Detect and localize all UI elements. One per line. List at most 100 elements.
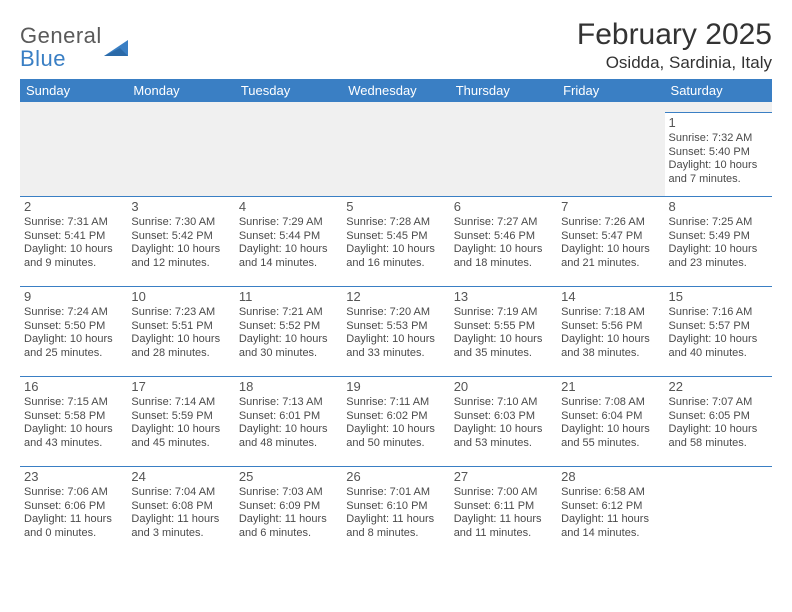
daylight-line: and 28 minutes.: [131, 347, 230, 361]
day-number: 1: [669, 115, 768, 131]
col-sat: Saturday: [665, 79, 772, 102]
sunrise-line: Sunrise: 7:23 AM: [131, 306, 230, 320]
day-number: 10: [131, 289, 230, 305]
day-cell: 1Sunrise: 7:32 AMSunset: 5:40 PMDaylight…: [665, 112, 772, 196]
sunrise-line: Sunrise: 7:06 AM: [24, 486, 123, 500]
day-cell: [235, 112, 342, 196]
sunrise-line: Sunrise: 7:10 AM: [454, 396, 553, 410]
sunrise-line: Sunrise: 7:31 AM: [24, 216, 123, 230]
daylight-line: Daylight: 10 hours: [669, 423, 768, 437]
sunset-line: Sunset: 5:47 PM: [561, 230, 660, 244]
col-fri: Friday: [557, 79, 664, 102]
day-cell: [665, 466, 772, 556]
daylight-line: Daylight: 10 hours: [131, 423, 230, 437]
day-number: 28: [561, 469, 660, 485]
daylight-line: Daylight: 11 hours: [561, 513, 660, 527]
sunset-line: Sunset: 5:46 PM: [454, 230, 553, 244]
sunrise-line: Sunrise: 7:13 AM: [239, 396, 338, 410]
col-tue: Tuesday: [235, 79, 342, 102]
day-cell: 9Sunrise: 7:24 AMSunset: 5:50 PMDaylight…: [20, 286, 127, 376]
daylight-line: Daylight: 10 hours: [454, 333, 553, 347]
day-number: 27: [454, 469, 553, 485]
day-number: 23: [24, 469, 123, 485]
month-title: February 2025: [577, 18, 772, 52]
sunrise-line: Sunrise: 7:19 AM: [454, 306, 553, 320]
sunrise-line: Sunrise: 7:25 AM: [669, 216, 768, 230]
day-cell: 28Sunrise: 6:58 AMSunset: 6:12 PMDayligh…: [557, 466, 664, 556]
sunrise-line: Sunrise: 7:00 AM: [454, 486, 553, 500]
day-cell: 21Sunrise: 7:08 AMSunset: 6:04 PMDayligh…: [557, 376, 664, 466]
header: General Blue February 2025 Osidda, Sardi…: [20, 18, 772, 73]
location: Osidda, Sardinia, Italy: [577, 53, 772, 73]
daylight-line: Daylight: 10 hours: [346, 333, 445, 347]
day-number: 5: [346, 199, 445, 215]
daylight-line: Daylight: 10 hours: [561, 423, 660, 437]
day-cell: 7Sunrise: 7:26 AMSunset: 5:47 PMDaylight…: [557, 196, 664, 286]
day-cell: 16Sunrise: 7:15 AMSunset: 5:58 PMDayligh…: [20, 376, 127, 466]
day-number: 9: [24, 289, 123, 305]
day-cell: [557, 112, 664, 196]
day-number: 16: [24, 379, 123, 395]
daylight-line: and 35 minutes.: [454, 347, 553, 361]
logo-text: General Blue: [20, 24, 102, 70]
daylight-line: Daylight: 11 hours: [24, 513, 123, 527]
sunset-line: Sunset: 5:45 PM: [346, 230, 445, 244]
sunrise-line: Sunrise: 7:08 AM: [561, 396, 660, 410]
sunset-line: Sunset: 5:52 PM: [239, 320, 338, 334]
day-number: 26: [346, 469, 445, 485]
daylight-line: Daylight: 10 hours: [669, 333, 768, 347]
week-row: 1Sunrise: 7:32 AMSunset: 5:40 PMDaylight…: [20, 112, 772, 196]
sunrise-line: Sunrise: 6:58 AM: [561, 486, 660, 500]
sunset-line: Sunset: 5:51 PM: [131, 320, 230, 334]
day-cell: 27Sunrise: 7:00 AMSunset: 6:11 PMDayligh…: [450, 466, 557, 556]
daylight-line: and 38 minutes.: [561, 347, 660, 361]
day-number: 12: [346, 289, 445, 305]
daylight-line: Daylight: 10 hours: [561, 243, 660, 257]
daylight-line: and 50 minutes.: [346, 437, 445, 451]
sunset-line: Sunset: 5:59 PM: [131, 410, 230, 424]
calendar-body: 1Sunrise: 7:32 AMSunset: 5:40 PMDaylight…: [20, 102, 772, 556]
sunset-line: Sunset: 5:57 PM: [669, 320, 768, 334]
daylight-line: and 33 minutes.: [346, 347, 445, 361]
sunrise-line: Sunrise: 7:21 AM: [239, 306, 338, 320]
daylight-line: Daylight: 11 hours: [131, 513, 230, 527]
week-row: 16Sunrise: 7:15 AMSunset: 5:58 PMDayligh…: [20, 376, 772, 466]
week-row: 2Sunrise: 7:31 AMSunset: 5:41 PMDaylight…: [20, 196, 772, 286]
daylight-line: and 14 minutes.: [561, 527, 660, 541]
sunrise-line: Sunrise: 7:04 AM: [131, 486, 230, 500]
day-cell: 19Sunrise: 7:11 AMSunset: 6:02 PMDayligh…: [342, 376, 449, 466]
daylight-line: and 43 minutes.: [24, 437, 123, 451]
day-cell: 5Sunrise: 7:28 AMSunset: 5:45 PMDaylight…: [342, 196, 449, 286]
day-cell: 13Sunrise: 7:19 AMSunset: 5:55 PMDayligh…: [450, 286, 557, 376]
day-number: 15: [669, 289, 768, 305]
sunset-line: Sunset: 5:42 PM: [131, 230, 230, 244]
col-mon: Monday: [127, 79, 234, 102]
daylight-line: Daylight: 10 hours: [239, 423, 338, 437]
sunset-line: Sunset: 6:11 PM: [454, 500, 553, 514]
blank-row: [20, 102, 772, 112]
daylight-line: and 21 minutes.: [561, 257, 660, 271]
sunrise-line: Sunrise: 7:30 AM: [131, 216, 230, 230]
daylight-line: Daylight: 10 hours: [131, 243, 230, 257]
daylight-line: and 30 minutes.: [239, 347, 338, 361]
daylight-line: and 8 minutes.: [346, 527, 445, 541]
day-number: 22: [669, 379, 768, 395]
day-number: 3: [131, 199, 230, 215]
sunset-line: Sunset: 6:06 PM: [24, 500, 123, 514]
daylight-line: Daylight: 11 hours: [454, 513, 553, 527]
sunrise-line: Sunrise: 7:01 AM: [346, 486, 445, 500]
daylight-line: Daylight: 10 hours: [131, 333, 230, 347]
col-wed: Wednesday: [342, 79, 449, 102]
sunset-line: Sunset: 6:10 PM: [346, 500, 445, 514]
daylight-line: and 40 minutes.: [669, 347, 768, 361]
day-cell: 15Sunrise: 7:16 AMSunset: 5:57 PMDayligh…: [665, 286, 772, 376]
daylight-line: Daylight: 10 hours: [24, 333, 123, 347]
day-number: 25: [239, 469, 338, 485]
day-number: 17: [131, 379, 230, 395]
sunset-line: Sunset: 6:03 PM: [454, 410, 553, 424]
daylight-line: and 16 minutes.: [346, 257, 445, 271]
sunrise-line: Sunrise: 7:07 AM: [669, 396, 768, 410]
daylight-line: and 53 minutes.: [454, 437, 553, 451]
week-row: 9Sunrise: 7:24 AMSunset: 5:50 PMDaylight…: [20, 286, 772, 376]
day-cell: 3Sunrise: 7:30 AMSunset: 5:42 PMDaylight…: [127, 196, 234, 286]
